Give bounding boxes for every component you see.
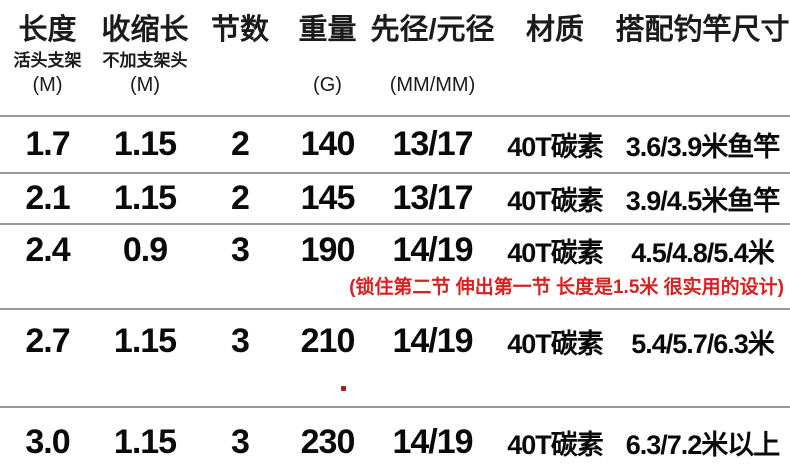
cell-sections: 2 xyxy=(231,179,250,217)
header-title: 搭配钓竿尺寸 xyxy=(615,14,790,46)
header-rod-match: 搭配钓竿尺寸 xyxy=(615,10,790,115)
table-header: 长度 活头支架 (M) 收缩长 不加支架头 (M) 节数 重量 (G) 先径/元… xyxy=(0,0,790,115)
header-unit: (MM/MM) xyxy=(389,74,476,96)
cell-length: 2.4 xyxy=(25,230,70,269)
cell-material: 40T碳素 xyxy=(507,132,604,162)
cell-diameter: 13/17 xyxy=(392,125,473,163)
table-row: 2.7 1.15 3 210 14/19 40T碳素 5.4/5.7/6.3米 xyxy=(0,308,790,406)
header-title: 先径/元径 xyxy=(370,14,495,46)
table-row: 2.1 1.15 2 145 13/17 40T碳素 3.9/4.5米鱼竿 xyxy=(0,172,790,223)
header-title: 重量 xyxy=(298,14,357,46)
cell-material: 40T碳素 xyxy=(507,429,604,460)
header-title: 材质 xyxy=(525,14,584,46)
cell-length: 2.7 xyxy=(25,321,70,360)
header-title: 节数 xyxy=(210,14,269,46)
header-unit: (M) xyxy=(130,74,160,96)
header-subtitle: 不加支架头 xyxy=(102,51,188,70)
header-material: 材质 xyxy=(495,10,615,115)
table-row: 1.7 1.15 2 140 13/17 40T碳素 3.6/3.9米鱼竿 xyxy=(0,115,790,172)
cell-material: 40T碳素 xyxy=(507,186,604,216)
header-sections: 节数 xyxy=(195,10,285,115)
header-title: 收缩长 xyxy=(101,14,189,46)
cell-length: 3.0 xyxy=(25,422,70,461)
table-row: 2.4 0.9 3 190 14/19 40T碳素 4.5/4.8/5.4米 (… xyxy=(0,223,790,308)
cell-collapsed: 0.9 xyxy=(122,230,168,269)
cell-weight: 210 xyxy=(300,321,356,360)
cell-collapsed: 1.15 xyxy=(113,422,177,461)
cell-collapsed: 1.15 xyxy=(113,321,177,360)
cell-rod-match: 5.4/5.7/6.3米 xyxy=(631,328,775,359)
cell-collapsed: 1.15 xyxy=(113,125,177,163)
row-annotation: (锁住第二节 伸出第一节 长度是1.5米 很实用的设计) xyxy=(349,277,784,298)
cell-diameter: 14/19 xyxy=(392,422,473,461)
cell-weight: 140 xyxy=(300,125,356,163)
cell-weight: 145 xyxy=(300,179,356,217)
header-unit: (G) xyxy=(313,74,342,96)
cell-rod-match: 6.3/7.2米以上 xyxy=(625,429,781,460)
header-diameter: 先径/元径 (MM/MM) xyxy=(370,10,495,115)
header-subtitle: 活头支架 xyxy=(13,51,82,70)
cell-sections: 2 xyxy=(231,125,250,163)
cell-weight: 230 xyxy=(300,422,356,461)
cell-sections: 3 xyxy=(231,230,250,269)
cell-length: 2.1 xyxy=(25,179,70,217)
cell-rod-match: 3.9/4.5米鱼竿 xyxy=(625,186,781,216)
table-row: 3.0 1.15 3 230 14/19 40T碳素 6.3/7.2米以上 xyxy=(0,406,790,476)
cell-length: 1.7 xyxy=(25,125,70,163)
cell-sections: 3 xyxy=(231,422,250,461)
cell-material: 40T碳素 xyxy=(507,328,604,359)
header-length: 长度 活头支架 (M) xyxy=(0,10,95,115)
cell-rod-match: 3.6/3.9米鱼竿 xyxy=(625,132,781,162)
cell-sections: 3 xyxy=(231,321,250,360)
red-dot-mark xyxy=(341,386,346,391)
cell-rod-match: 4.5/4.8/5.4米 xyxy=(631,237,775,268)
cell-material: 40T碳素 xyxy=(507,237,604,268)
cell-collapsed: 1.15 xyxy=(113,179,177,217)
header-collapsed-length: 收缩长 不加支架头 (M) xyxy=(95,10,195,115)
header-weight: 重量 (G) xyxy=(285,10,370,115)
header-title: 长度 xyxy=(18,14,77,46)
cell-diameter: 13/17 xyxy=(392,179,473,217)
cell-diameter: 14/19 xyxy=(392,230,473,269)
header-unit: (M) xyxy=(32,74,63,96)
cell-diameter: 14/19 xyxy=(392,321,473,360)
cell-weight: 190 xyxy=(300,230,356,269)
